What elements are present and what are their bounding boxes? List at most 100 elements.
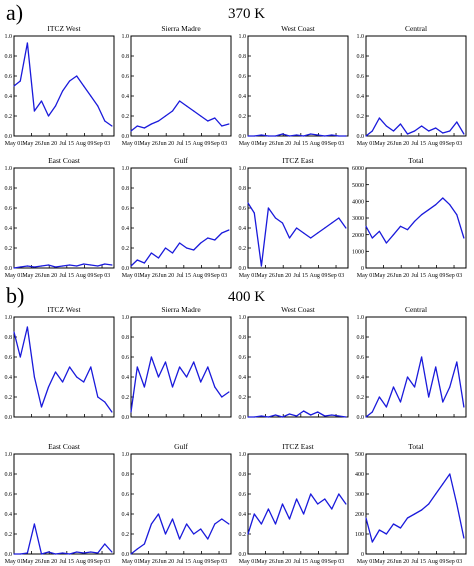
chart-13-xtick-label: Jul 15 — [60, 559, 75, 565]
chart-6-point — [207, 237, 209, 239]
chart-11-point — [303, 410, 305, 412]
chart-11-point — [267, 416, 270, 418]
chart-1-point — [26, 42, 28, 44]
chart-4-series-line — [365, 117, 465, 137]
chart-11-ytick-label: 1.0 — [239, 315, 247, 321]
chart-1-point — [83, 85, 85, 87]
chart-7-point — [253, 212, 255, 214]
chart-3-point — [247, 135, 249, 137]
chart-16-point — [385, 533, 388, 535]
chart-15-point — [253, 513, 255, 515]
chart-7-point — [303, 232, 305, 234]
chart-10-point — [221, 396, 223, 398]
chart-7-point — [281, 222, 284, 224]
chart-3-xtick-label: May 01 — [239, 141, 258, 147]
chart-1-xtick-label: May 26 — [22, 141, 41, 147]
chart-9-point — [76, 376, 78, 378]
chart-3-ytick-label: 0.8 — [239, 54, 247, 60]
chart-16-frame — [365, 453, 467, 555]
chart-3-point — [303, 135, 305, 137]
chart-9-point — [13, 331, 15, 333]
chart-2-point — [193, 110, 195, 112]
chart-7-ytick-label: 0.4 — [239, 226, 247, 232]
chart-10-point — [193, 361, 195, 363]
chart-5-ytick-label: 0.2 — [5, 246, 13, 252]
chart-15-series-line — [247, 493, 347, 535]
chart-14-ytick-label: 1.0 — [122, 452, 130, 458]
chart-12-point — [399, 401, 402, 403]
chart-9-ytick-label: 0.2 — [5, 395, 13, 401]
chart-4-ytick-label: 0.4 — [357, 94, 365, 100]
chart-6-ytick-label: 1.0 — [122, 166, 130, 172]
chart-15-frame — [247, 453, 349, 555]
chart-3-point — [324, 135, 326, 137]
chart-16-point — [399, 527, 402, 529]
chart-13-ytick-label: 0.8 — [5, 472, 13, 478]
chart-10-point — [200, 381, 202, 383]
chart-11-ytick-label: 0.6 — [239, 355, 247, 361]
chart-4-xtick-label: May 01 — [357, 141, 376, 147]
chart-16-ytick-label: 0 — [361, 552, 364, 558]
chart-12-point — [392, 386, 395, 388]
chart-15-point — [295, 498, 298, 500]
chart-12-ytick-label: 1.0 — [357, 315, 365, 321]
chart-12-point — [449, 386, 451, 388]
chart-1-series-line — [13, 42, 113, 127]
chart-9-point — [90, 366, 92, 368]
chart-6-ytick-label: 0.6 — [122, 206, 130, 212]
chart-3-point — [281, 133, 284, 135]
chart-2-ytick-label: 0.2 — [122, 114, 130, 120]
chart-15-xtick-label: May 01 — [239, 559, 258, 565]
chart-12-ytick-label: 0.0 — [357, 415, 365, 421]
chart-15-point — [331, 508, 333, 510]
chart-13-point — [26, 552, 28, 554]
chart-2-xtick-label: Sep 03 — [211, 141, 228, 147]
chart-13-point — [83, 552, 85, 554]
chart-15-point — [247, 533, 249, 535]
chart-9-point — [47, 386, 50, 388]
chart-5-ytick-label: 0.8 — [5, 186, 13, 192]
chart-1-point — [97, 105, 99, 107]
chart-11-point — [324, 415, 326, 417]
chart-7-point — [274, 217, 277, 219]
chart-7-point — [288, 237, 291, 239]
chart-8-point — [365, 225, 367, 227]
chart-4-xtick-label: May 26 — [374, 141, 393, 147]
chart-1-xtick-label: Sep 03 — [94, 141, 111, 147]
chart-8-xtick-label: May 01 — [357, 273, 376, 279]
chart-14-frame — [130, 453, 232, 555]
chart-4-ytick-label: 0.2 — [357, 114, 365, 120]
chart-6-point — [130, 265, 132, 267]
chart-13-series-line — [14, 523, 113, 555]
chart-9-title-itcz-west: ITCZ West — [47, 305, 81, 314]
chart-3-ytick-label: 0.0 — [239, 134, 247, 140]
chart-13-point — [104, 543, 106, 545]
chart-8-ytick-label: 1000 — [352, 250, 364, 256]
chart-1-point — [69, 80, 71, 82]
chart-4-point — [392, 130, 395, 132]
chart-11-point — [310, 414, 312, 416]
chart-10-point — [207, 366, 209, 368]
chart-1-point — [40, 100, 43, 102]
chart-7-ytick-label: 0.2 — [239, 246, 247, 252]
chart-1-point — [76, 75, 78, 77]
chart-9-point — [111, 411, 113, 413]
chart-14-point — [150, 523, 153, 525]
chart-1-point — [47, 115, 50, 117]
chart-4-point — [385, 125, 388, 127]
chart-11-ytick-label: 0.8 — [239, 335, 247, 341]
chart-4-point — [449, 130, 451, 132]
chart-9-point — [54, 371, 57, 373]
chart-8-xtick-label: Aug 09 — [428, 273, 446, 279]
chart-9-point — [104, 401, 106, 403]
chart-13-xtick-label: Aug 09 — [76, 559, 94, 565]
chart-12-point — [413, 386, 416, 388]
chart-14-xtick-label: Aug 09 — [193, 559, 211, 565]
chart-1-xtick-label: Jul 15 — [60, 141, 75, 147]
chart-2-point — [130, 130, 132, 132]
chart-15-xtick-label: Jun 20 — [275, 559, 291, 565]
chart-8-point — [392, 234, 395, 236]
chart-4-point — [421, 125, 423, 127]
chart-2-frame — [130, 35, 232, 137]
chart-16-ytick-label: 300 — [355, 492, 364, 498]
